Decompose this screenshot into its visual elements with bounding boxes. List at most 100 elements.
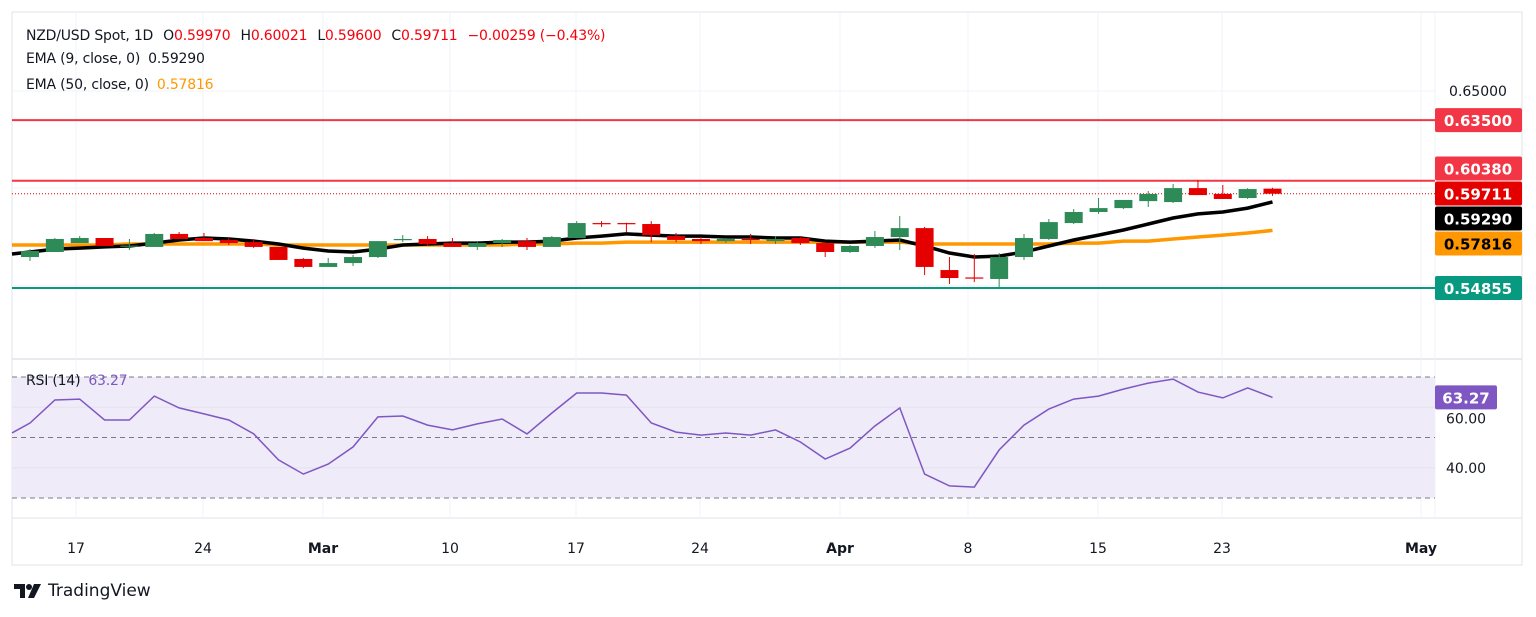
ema9-price-label: 0.59290: [1435, 206, 1522, 231]
candle-body: [990, 257, 1009, 279]
ema9-value: 0.59290: [148, 51, 205, 67]
candle-body: [1263, 188, 1282, 194]
candle[interactable]: [617, 222, 636, 232]
candle[interactable]: [890, 216, 909, 251]
candle[interactable]: [1188, 179, 1207, 196]
candle[interactable]: [592, 221, 611, 227]
candle-body: [493, 239, 512, 244]
tradingview-icon: [14, 584, 41, 598]
candle[interactable]: [642, 221, 661, 243]
candle[interactable]: [269, 246, 288, 260]
candle[interactable]: [841, 245, 860, 253]
candle[interactable]: [393, 235, 412, 243]
candle[interactable]: [1064, 209, 1083, 225]
candle[interactable]: [194, 232, 213, 242]
candle[interactable]: [1263, 187, 1282, 196]
candle[interactable]: [1089, 198, 1108, 214]
level-label: 0.60380: [1435, 156, 1522, 181]
candle[interactable]: [368, 241, 387, 259]
candle-body: [194, 238, 213, 242]
candle[interactable]: [716, 238, 735, 244]
candle-body: [542, 237, 561, 247]
candle[interactable]: [468, 242, 487, 251]
candle[interactable]: [791, 236, 810, 246]
candle[interactable]: [518, 238, 536, 251]
candle-body: [294, 258, 313, 267]
rsi-pane[interactable]: [11, 376, 1435, 499]
candle-body: [1039, 222, 1058, 239]
time-tick-label: 24: [691, 541, 709, 557]
ema9-label: EMA (9, close, 0): [26, 51, 141, 67]
candle[interactable]: [244, 238, 263, 248]
candle[interactable]: [1213, 184, 1232, 199]
candle-body: [667, 236, 686, 240]
ema9-price-label-text: 0.59290: [1444, 211, 1512, 229]
level-label-box: [1435, 156, 1522, 181]
close-label: C: [391, 28, 401, 44]
candle[interactable]: [21, 249, 39, 261]
candle[interactable]: [120, 238, 139, 251]
candle-body: [865, 237, 884, 246]
high-value: 0.60021: [250, 28, 308, 44]
candle[interactable]: [45, 238, 64, 252]
candle-body: [1139, 193, 1158, 202]
brand-name: TradingView: [48, 581, 151, 601]
candle[interactable]: [1015, 233, 1033, 260]
candle[interactable]: [294, 258, 313, 269]
close-value: 0.59711: [401, 28, 458, 44]
candle[interactable]: [816, 242, 835, 258]
price-axis[interactable]: 0.65000 0.63500 0.60380 0.54855 0.59711 0.592…: [1435, 84, 1522, 477]
candle[interactable]: [567, 221, 586, 239]
candle-body: [70, 238, 89, 244]
candle-body: [592, 223, 611, 225]
candle[interactable]: [1039, 218, 1058, 240]
candle-body: [1064, 211, 1083, 224]
candle-body: [368, 241, 387, 258]
candle[interactable]: [219, 238, 238, 246]
candle-body: [816, 243, 835, 252]
time-tick-label: May: [1405, 541, 1437, 557]
candle[interactable]: [990, 252, 1009, 289]
candle[interactable]: [667, 232, 686, 243]
candle[interactable]: [170, 231, 189, 239]
candle[interactable]: [493, 238, 512, 247]
tradingview-logo[interactable]: TradingView: [14, 581, 151, 601]
time-tick-label: 15: [1089, 541, 1107, 557]
rsi-current-box: [1435, 385, 1497, 410]
candle[interactable]: [940, 257, 959, 285]
last-price-label-text: 0.59711: [1444, 186, 1512, 204]
ema50-value: 0.57816: [156, 77, 214, 93]
candle[interactable]: [965, 253, 984, 283]
candle[interactable]: [741, 233, 760, 245]
candle[interactable]: [1114, 199, 1133, 210]
rsi-value: 63.27: [88, 373, 128, 389]
candle-body: [468, 243, 487, 247]
candle[interactable]: [915, 226, 934, 276]
candle[interactable]: [145, 232, 164, 247]
candle[interactable]: [865, 231, 884, 248]
time-tick-label: 17: [567, 541, 585, 557]
price-pane[interactable]: [11, 119, 1435, 290]
candle[interactable]: [443, 238, 462, 247]
candle[interactable]: [95, 238, 114, 246]
last-price-label: 0.59711: [1435, 181, 1522, 206]
time-axis[interactable]: 17 24 Mar 10 17 24 Apr 8 15 23 May: [67, 541, 1437, 557]
ema9-price-label-box: [1435, 206, 1522, 231]
candle[interactable]: [691, 237, 710, 245]
candle[interactable]: [319, 258, 338, 267]
candle[interactable]: [766, 236, 785, 245]
candle-body: [418, 238, 437, 245]
rsi-tick-label: 60.00: [1446, 411, 1486, 427]
candle[interactable]: [1139, 191, 1158, 207]
time-tick-label: 17: [67, 541, 85, 557]
candle[interactable]: [1164, 184, 1183, 204]
candle-body: [95, 238, 114, 246]
last-price-label-box: [1435, 181, 1522, 206]
candle[interactable]: [418, 236, 437, 246]
candle[interactable]: [344, 254, 363, 266]
open-value: 0.59970: [173, 28, 231, 44]
candle[interactable]: [1238, 188, 1257, 199]
candle[interactable]: [542, 236, 561, 247]
candle[interactable]: [70, 236, 89, 244]
